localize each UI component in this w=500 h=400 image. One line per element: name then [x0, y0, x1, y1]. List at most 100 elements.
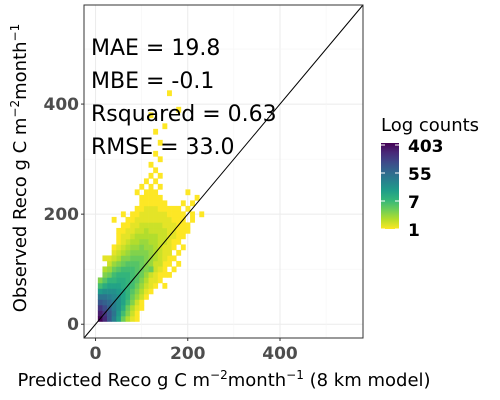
heatmap-cell	[134, 304, 140, 311]
heatmap-cell	[153, 233, 159, 240]
heatmap-cell	[167, 227, 172, 234]
heatmap-cell	[153, 178, 159, 185]
heatmap-cell	[143, 205, 149, 212]
heatmap-cell	[130, 244, 136, 251]
y-axis-title: Observed Reco g C m−2month−1	[8, 24, 31, 313]
heatmap-cell	[134, 293, 140, 300]
heatmap-cell	[107, 293, 112, 300]
legend-label: 403	[408, 137, 444, 157]
heatmap-cell	[176, 106, 182, 113]
y-axis-title-sup: −2	[8, 100, 22, 118]
heatmap-cell	[125, 255, 131, 262]
heatmap-cell	[162, 244, 168, 251]
heatmap-cell	[107, 271, 112, 278]
heatmap-cell	[167, 271, 172, 278]
heatmap-cell	[148, 216, 154, 223]
heatmap-cell	[143, 288, 149, 295]
heatmap-cell	[148, 288, 154, 295]
heatmap-cell	[116, 233, 122, 240]
heatmap-cell	[199, 211, 205, 218]
heatmap-cell	[120, 222, 126, 229]
heatmap-cell	[171, 205, 177, 212]
heatmap-cell	[157, 139, 163, 146]
heatmap-cell	[111, 293, 117, 300]
heatmap-cell	[134, 189, 140, 196]
heatmap-cell	[107, 310, 112, 317]
heatmap-cell	[107, 255, 112, 262]
heatmap-cell	[167, 260, 172, 267]
heatmap-cell	[143, 222, 149, 229]
heatmap-cell	[130, 304, 136, 311]
heatmap-cell	[153, 200, 159, 207]
heatmap-cell	[139, 227, 145, 234]
heatmap-cell	[134, 227, 140, 234]
heatmap-cell	[157, 266, 163, 273]
heatmap-cell	[134, 222, 140, 229]
heatmap-cell	[167, 211, 172, 218]
legend-label: 1	[408, 221, 420, 241]
heatmap-cell	[148, 194, 154, 201]
heatmap-cell	[134, 288, 140, 295]
heatmap-cell	[176, 249, 182, 256]
heatmap-cell	[167, 205, 172, 212]
heatmap-cell	[97, 293, 103, 300]
x-tick-label: 0	[90, 344, 102, 364]
heatmap-cell	[102, 255, 108, 262]
heatmap-cell	[153, 216, 159, 223]
heatmap-cell	[130, 282, 136, 289]
heatmap-cell	[153, 205, 159, 212]
heatmap-cell	[139, 282, 145, 289]
heatmap-cell	[97, 304, 103, 311]
heatmap-cell	[116, 288, 122, 295]
heatmap-cell	[157, 233, 163, 240]
heatmap-cell	[102, 282, 108, 289]
heatmap-cell	[162, 233, 168, 240]
heatmap-cell	[162, 222, 168, 229]
heatmap-cell	[148, 161, 154, 168]
heatmap-cell	[111, 310, 117, 317]
heatmap-cell	[111, 315, 117, 322]
heatmap-cell	[111, 255, 117, 262]
heatmap-cell	[143, 293, 149, 300]
heatmap-cell	[162, 255, 168, 262]
heatmap-cell	[153, 255, 159, 262]
heatmap-cell	[162, 271, 168, 278]
heatmap-cell	[107, 266, 112, 273]
heatmap-cell	[157, 211, 163, 218]
heatmap-cell	[120, 277, 126, 284]
heatmap-cell	[176, 233, 182, 240]
heatmap-cell	[162, 216, 168, 223]
heatmap-cell	[148, 112, 154, 119]
heatmap-cell	[97, 299, 103, 306]
legend-label: 7	[408, 193, 420, 213]
heatmap-cell	[97, 277, 103, 284]
heatmap-cell	[153, 211, 159, 218]
heatmap-cell	[171, 216, 177, 223]
heatmap-cell	[116, 249, 122, 256]
heatmap-cell	[120, 293, 126, 300]
heatmap-cell	[134, 211, 140, 218]
heatmap-cell	[162, 260, 168, 267]
heatmap-cell	[116, 238, 122, 245]
legend: Log counts 403 55 7 1	[381, 115, 479, 241]
heatmap-cell	[116, 310, 122, 317]
heatmap-cell	[180, 200, 186, 207]
legend-labels: 403 55 7 1	[381, 137, 444, 241]
heatmap-cell	[120, 271, 126, 278]
heatmap-cell	[134, 255, 140, 262]
heatmap-cell	[111, 282, 117, 289]
heatmap-cell	[120, 227, 126, 234]
heatmap-cell	[171, 211, 177, 218]
heatmap-cell	[130, 222, 136, 229]
heatmap-cell	[148, 189, 154, 196]
heatmap-cell	[171, 238, 177, 245]
heatmap-cell	[180, 244, 186, 251]
heatmap-cell	[116, 260, 122, 267]
heatmap-cell	[171, 222, 177, 229]
heatmap-cell	[139, 293, 145, 300]
heatmap-cell	[153, 277, 159, 284]
identity-line	[83, 4, 364, 339]
heatmap-cell	[139, 233, 145, 240]
heatmap-cell	[143, 282, 149, 289]
